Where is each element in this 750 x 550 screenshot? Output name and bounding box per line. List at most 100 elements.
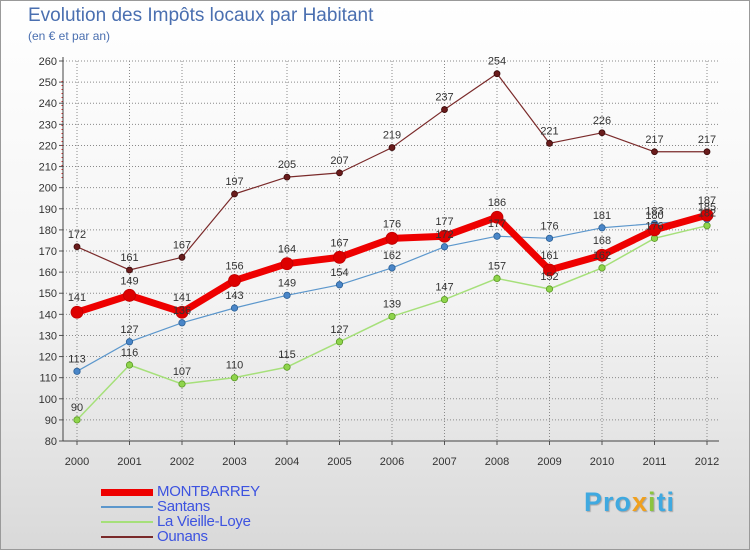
y-tick-label: 100: [39, 394, 57, 406]
data-label-santans: 172: [435, 229, 453, 241]
data-label-la-vieille-loye: 147: [435, 282, 453, 294]
data-point-la-vieille-loye: [493, 274, 501, 283]
x-tick-label: 2003: [222, 456, 246, 468]
data-label-santans: 176: [540, 220, 558, 232]
data-point-la-vieille-loye: [703, 222, 711, 230]
x-tick-label: 2001: [117, 456, 141, 468]
x-tick-label: 2009: [537, 456, 561, 468]
proxiti-logo: Proxiti: [584, 487, 676, 517]
data-label-la-vieille-loye: 110: [226, 360, 244, 372]
data-point-la-vieille-loye: [440, 295, 449, 304]
data-label-montbarrey: 176: [383, 218, 401, 230]
x-tick-label: 2007: [432, 456, 456, 468]
data-point-montbarrey: [595, 248, 609, 262]
data-point-santans: [283, 291, 291, 299]
data-point-montbarrey: [280, 257, 294, 271]
data-label-montbarrey: 187: [698, 195, 716, 207]
x-tick-label: 2000: [65, 456, 89, 468]
data-point-ounans: [703, 148, 711, 156]
data-label-santans: 181: [593, 210, 611, 222]
y-tick-label: 130: [39, 330, 57, 342]
data-point-la-vieille-loye: [388, 312, 396, 321]
data-label-ounans: 237: [435, 92, 453, 104]
data-label-montbarrey: 149: [120, 275, 138, 287]
data-point-ounans: [441, 106, 448, 113]
data-point-montbarrey: [123, 288, 136, 302]
data-label-ounans: 254: [488, 56, 506, 68]
data-point-montbarrey: [490, 210, 504, 224]
y-tick-label: 200: [39, 183, 57, 195]
data-point-la-vieille-loye: [545, 285, 554, 293]
data-label-ounans: 221: [540, 125, 558, 137]
data-label-santans: 177: [488, 218, 506, 230]
y-tick-label: 240: [39, 98, 57, 110]
legend-swatch-montbarrey: [101, 489, 153, 496]
x-tick-label: 2004: [275, 456, 299, 468]
data-label-ounans: 217: [698, 134, 716, 146]
legend-label-montbarrey: MONTBARREY: [157, 483, 260, 500]
data-label-montbarrey: 156: [225, 261, 243, 273]
data-label-montbarrey: 141: [173, 292, 191, 304]
data-point-ounans: [651, 148, 658, 156]
data-label-santans: 162: [383, 250, 401, 262]
axes: 8090100110120130140150160170180190200210…: [39, 56, 720, 468]
x-tick-label: 2005: [327, 456, 351, 468]
legend-label-la-vieille-loye: La Vieille-Loye: [157, 513, 251, 530]
x-tick-label: 2012: [695, 456, 719, 468]
data-label-santans: 183: [645, 206, 663, 218]
data-label-ounans: 226: [593, 115, 611, 127]
data-point-santans: [388, 264, 396, 272]
data-point-ounans: [493, 70, 501, 78]
data-point-la-vieille-loye: [230, 374, 239, 382]
data-label-santans: 149: [278, 277, 296, 289]
data-point-la-vieille-loye: [598, 264, 606, 272]
data-point-santans: [335, 281, 344, 289]
data-point-montbarrey: [648, 223, 661, 237]
data-point-santans: [125, 338, 134, 346]
series-lines: [70, 70, 714, 424]
y-tick-label: 180: [39, 225, 57, 237]
x-tick-label: 2010: [590, 456, 614, 468]
legend-label-ounans: Ounans: [157, 528, 208, 545]
data-point-montbarrey: [333, 250, 346, 264]
data-point-santans: [545, 234, 554, 242]
data-point-santans: [178, 319, 186, 327]
data-point-ounans: [283, 173, 291, 181]
data-point-montbarrey: [543, 263, 556, 277]
data-label-montbarrey: 161: [540, 250, 558, 262]
data-point-montbarrey: [175, 305, 189, 319]
y-tick-label: 210: [39, 162, 57, 174]
y-tick-label: 260: [39, 56, 57, 68]
data-point-santans: [73, 367, 81, 375]
data-point-montbarrey: [70, 305, 84, 319]
x-tick-label: 2011: [643, 456, 667, 468]
data-point-la-vieille-loye: [283, 363, 291, 371]
data-label-la-vieille-loye: 107: [173, 366, 191, 378]
x-tick-label: 2006: [380, 456, 404, 468]
data-label-la-vieille-loye: 182: [698, 208, 716, 220]
y-tick-label: 220: [39, 140, 57, 152]
data-point-santans: [230, 304, 239, 312]
y-tick-label: 230: [39, 119, 57, 131]
data-label-ounans: 197: [225, 176, 243, 188]
data-point-montbarrey: [228, 274, 241, 287]
legend-swatch-ounans: [101, 536, 153, 538]
data-label-la-vieille-loye: 90: [71, 402, 83, 414]
data-label-la-vieille-loye: 116: [121, 347, 139, 359]
data-point-ounans: [126, 266, 133, 274]
data-label-montbarrey: 168: [593, 235, 611, 247]
data-label-ounans: 205: [278, 159, 296, 171]
data-label-ounans: 217: [645, 134, 663, 146]
data-label-la-vieille-loye: 115: [278, 349, 296, 361]
legend-swatch-la-vieille-loye: [101, 521, 153, 523]
data-point-la-vieille-loye: [335, 338, 344, 346]
data-point-montbarrey: [438, 229, 451, 243]
chart-subtitle: (en € et par an): [28, 29, 111, 43]
data-label-la-vieille-loye: 176: [645, 220, 663, 232]
data-label-la-vieille-loye: 152: [540, 271, 558, 283]
data-point-la-vieille-loye: [73, 416, 81, 424]
data-label-ounans: 172: [68, 229, 86, 241]
